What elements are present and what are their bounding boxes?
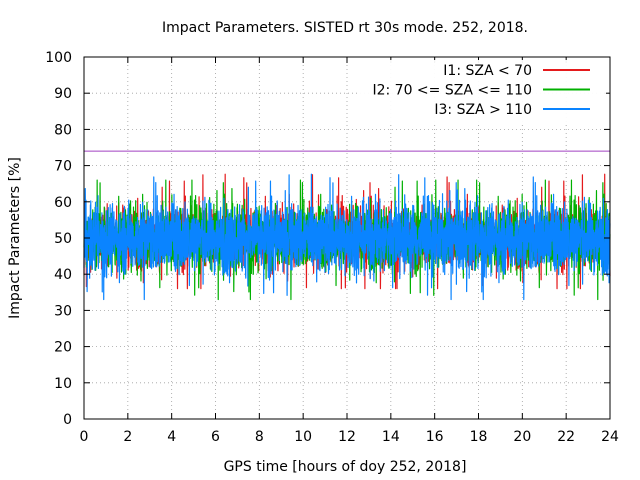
y-tick-label: 30	[54, 303, 72, 319]
legend-label-1: I1: SZA < 70	[443, 63, 532, 79]
data-series	[83, 173, 611, 301]
x-tick-label: 6	[211, 429, 220, 445]
x-tick-label: 24	[601, 429, 619, 445]
x-tick-label: 22	[557, 429, 575, 445]
y-tick-label: 80	[54, 122, 72, 138]
chart-title: Impact Parameters. SISTED rt 30s mode. 2…	[162, 20, 528, 36]
y-tick-label: 0	[63, 412, 72, 428]
x-tick-label: 20	[513, 429, 531, 445]
y-tick-label: 10	[54, 376, 72, 392]
y-tick-label: 70	[54, 159, 72, 175]
legend-label-2: I2: 70 <= SZA <= 110	[372, 83, 532, 99]
x-tick-label: 2	[123, 429, 132, 445]
y-tick-label: 20	[54, 340, 72, 356]
axis-ticks	[83, 56, 611, 420]
x-tick-label: 4	[167, 429, 176, 445]
x-axis-label: GPS time [hours of doy 252, 2018]	[224, 459, 467, 475]
x-tick-label: 10	[294, 429, 312, 445]
y-tick-label: 60	[54, 195, 72, 211]
x-tick-label: 14	[382, 429, 400, 445]
x-tick-label: 8	[255, 429, 264, 445]
legend-label-3: I3: SZA > 110	[434, 102, 532, 118]
x-tick-labels: 0 2 4 6 8 10 12 14 16 18 20 22 24	[80, 429, 619, 445]
x-tick-label: 18	[470, 429, 488, 445]
y-tick-label: 50	[54, 231, 72, 247]
y-tick-label: 40	[54, 267, 72, 283]
series-line-3	[83, 173, 611, 301]
legend: I1: SZA < 70 I2: 70 <= SZA <= 110 I3: SZA …	[360, 60, 606, 122]
y-tick-label: 90	[54, 86, 72, 102]
x-tick-label: 12	[338, 429, 356, 445]
x-tick-label: 16	[426, 429, 444, 445]
y-tick-labels: 0 10 20 30 40 50 60 70 80 90 100	[45, 50, 72, 428]
x-tick-label: 0	[80, 429, 89, 445]
y-tick-label: 100	[45, 50, 72, 66]
y-axis-label: Impact Parameters [%]	[7, 157, 23, 319]
